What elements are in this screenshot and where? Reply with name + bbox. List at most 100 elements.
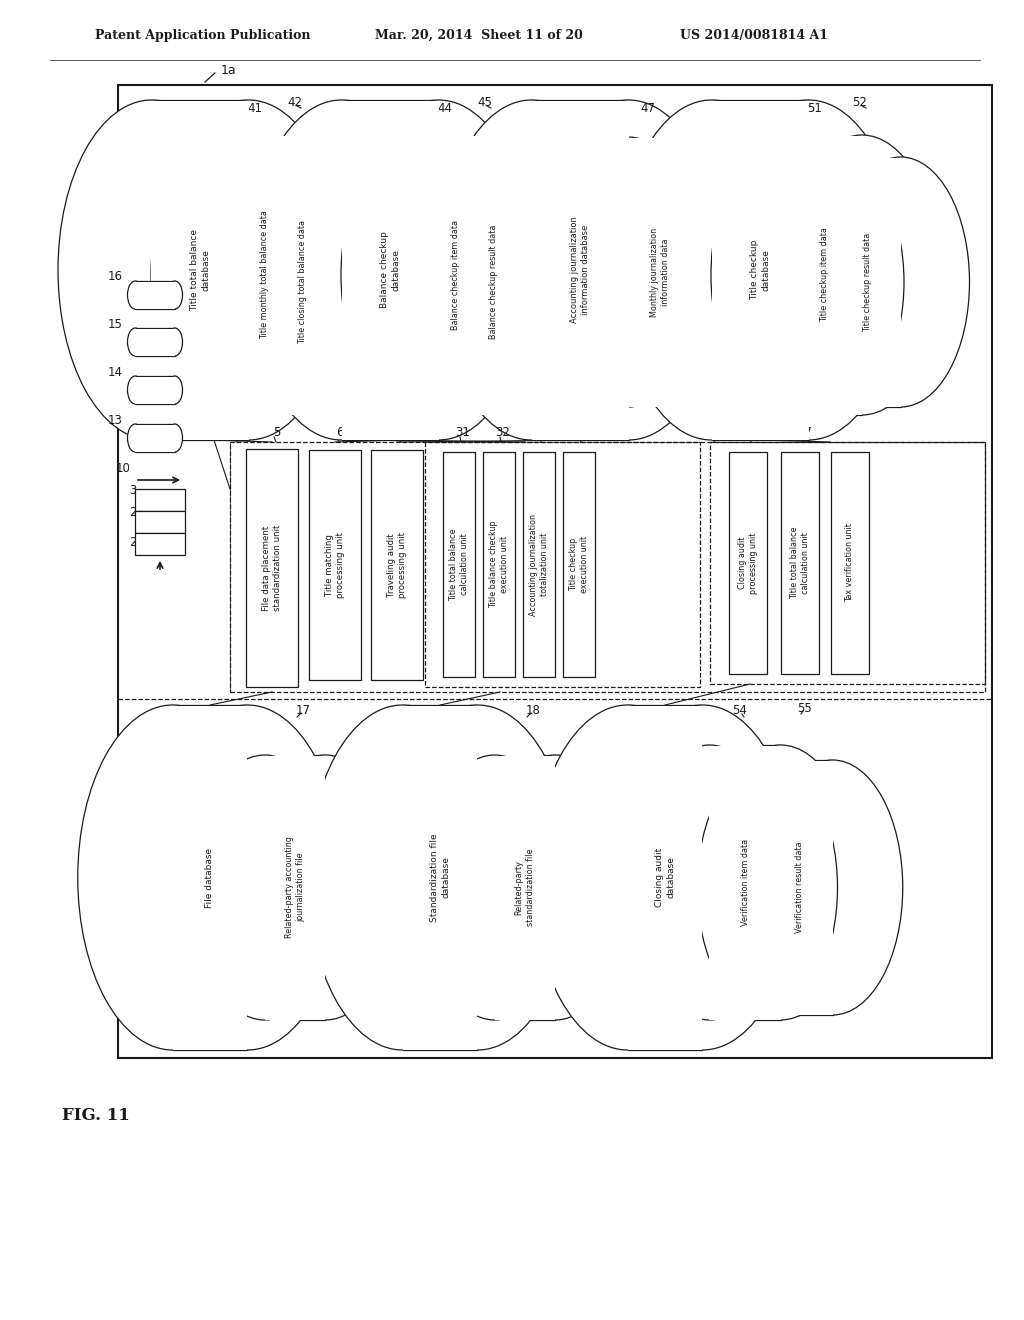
Bar (443, 451, 475, 677)
Text: 43: 43 (365, 108, 380, 121)
Text: 46: 46 (555, 108, 569, 121)
Text: File database: File database (206, 847, 214, 908)
Bar (270, 157, 336, 407)
Bar (712, 100, 809, 440)
Bar (460, 157, 525, 407)
Ellipse shape (128, 424, 143, 451)
Text: 31: 31 (456, 425, 470, 438)
Text: 10: 10 (116, 462, 130, 474)
Bar (831, 451, 869, 675)
Text: 1a: 1a (220, 63, 236, 77)
Ellipse shape (715, 100, 902, 440)
Bar (309, 450, 361, 680)
Bar (246, 449, 298, 686)
Bar (788, 135, 862, 414)
Ellipse shape (267, 157, 404, 407)
Ellipse shape (415, 135, 569, 414)
Ellipse shape (785, 135, 939, 414)
Ellipse shape (58, 100, 245, 440)
Text: Title checkup item data: Title checkup item data (820, 227, 829, 322)
Ellipse shape (253, 755, 398, 1020)
Bar (767, 760, 833, 1015)
Text: Verification result data: Verification result data (796, 842, 805, 933)
Bar (483, 451, 515, 677)
Text: Standardization file
database: Standardization file database (430, 833, 451, 921)
Bar (135, 425, 175, 451)
Ellipse shape (607, 705, 798, 1049)
Bar (173, 705, 248, 1049)
Bar (628, 705, 702, 1049)
Text: 4: 4 (239, 425, 246, 438)
Ellipse shape (617, 137, 766, 407)
Text: 40: 40 (174, 108, 189, 121)
Text: 54: 54 (732, 705, 748, 718)
Text: 32: 32 (496, 425, 510, 438)
Text: 53: 53 (638, 709, 652, 722)
Text: 34: 34 (575, 425, 591, 438)
Bar (836, 157, 901, 407)
Text: Balance checkup
database: Balance checkup database (380, 231, 400, 309)
Bar (710, 744, 780, 1020)
Text: 41: 41 (248, 102, 262, 115)
Text: 44: 44 (437, 102, 453, 115)
Ellipse shape (151, 135, 305, 414)
Bar (710, 442, 985, 684)
Bar (460, 157, 525, 407)
Text: Closing audit
database: Closing audit database (654, 847, 676, 907)
Text: Title balance checkup
execution unit: Title balance checkup execution unit (488, 520, 509, 609)
Bar (531, 100, 629, 440)
Bar (135, 488, 185, 511)
Text: 42: 42 (288, 96, 302, 110)
Bar (531, 100, 629, 440)
Bar (270, 157, 336, 407)
Text: 11: 11 (182, 709, 198, 722)
Bar (230, 442, 985, 692)
Bar (563, 451, 595, 677)
Ellipse shape (167, 376, 182, 404)
Text: 2: 2 (129, 506, 137, 519)
Text: 35: 35 (713, 425, 727, 438)
Text: Accounting journalization
totalization unit: Accounting journalization totalization u… (528, 513, 550, 615)
Text: 15: 15 (108, 318, 123, 330)
Ellipse shape (831, 157, 970, 407)
Ellipse shape (697, 760, 838, 1015)
Ellipse shape (383, 705, 572, 1049)
Text: Traveling audit
processing unit: Traveling audit processing unit (387, 532, 408, 598)
Bar (135, 424, 175, 451)
Bar (628, 705, 702, 1049)
Ellipse shape (532, 705, 723, 1049)
Bar (425, 442, 700, 686)
Ellipse shape (341, 135, 495, 414)
Ellipse shape (438, 100, 625, 440)
Ellipse shape (78, 705, 267, 1049)
Text: Related-party
standardization file: Related-party standardization file (515, 849, 536, 927)
Bar (418, 135, 492, 414)
Text: Title total balance
calculation unit: Title total balance calculation unit (449, 528, 469, 601)
Text: 17: 17 (296, 704, 310, 717)
Ellipse shape (767, 157, 904, 407)
Text: 13: 13 (108, 413, 123, 426)
Bar (495, 755, 555, 1020)
Ellipse shape (167, 327, 182, 356)
Text: 3: 3 (129, 483, 136, 496)
Ellipse shape (634, 744, 785, 1020)
Text: Balance checkup item data: Balance checkup item data (451, 220, 460, 330)
Bar (135, 281, 175, 309)
Ellipse shape (554, 137, 702, 407)
Bar (788, 136, 862, 414)
Text: 30: 30 (394, 425, 410, 438)
Ellipse shape (167, 281, 182, 309)
Bar (135, 376, 175, 404)
Bar (135, 327, 175, 356)
Text: Balance checkup result data: Balance checkup result data (488, 224, 498, 339)
Bar (228, 135, 302, 414)
Bar (402, 705, 477, 1049)
Bar (152, 100, 249, 440)
Ellipse shape (128, 327, 143, 356)
Ellipse shape (128, 281, 143, 309)
Bar (710, 746, 780, 1019)
Bar (228, 136, 302, 414)
Text: 2: 2 (129, 536, 137, 549)
Text: 51: 51 (808, 102, 822, 115)
Text: 14: 14 (108, 366, 123, 379)
